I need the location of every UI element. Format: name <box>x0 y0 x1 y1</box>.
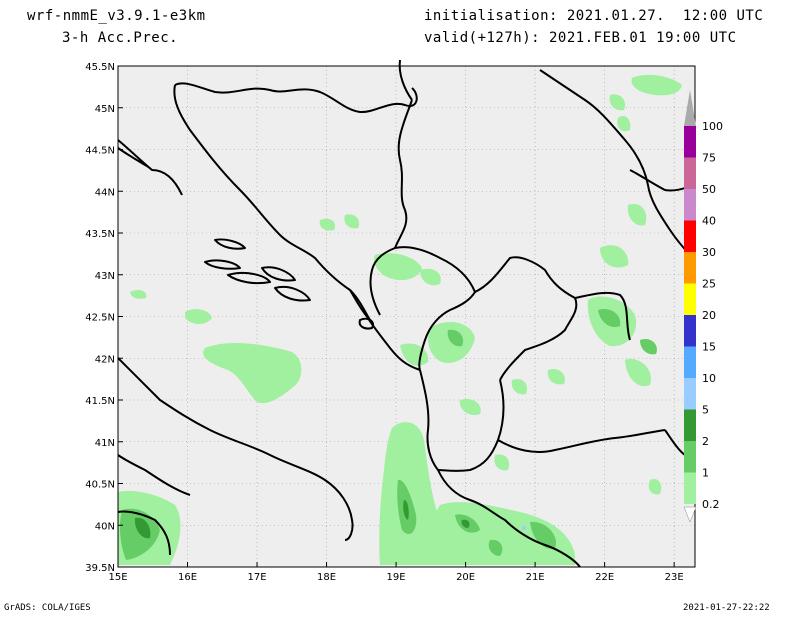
lat-tick-label: 45N <box>95 104 115 115</box>
legend-swatch <box>684 283 696 315</box>
lon-tick-label: 22E <box>595 572 614 583</box>
legend-below-triangle <box>683 506 697 523</box>
legend-level-label: 1 <box>702 467 709 480</box>
lat-tick-label: 40N <box>95 521 115 532</box>
legend-level-label: 10 <box>702 372 716 385</box>
legend-level-label: 75 <box>702 152 716 165</box>
legend-level-label: 0.2 <box>702 498 720 511</box>
init-time: initialisation: 2021.01.27. 12:00 UTC <box>424 8 764 24</box>
grid-lines <box>118 66 695 567</box>
legend-swatch <box>684 409 696 441</box>
legend-level-label: 40 <box>702 215 716 228</box>
valid-time: valid(+127h): 2021.FEB.01 19:00 UTC <box>424 30 737 46</box>
lon-tick-label: 23E <box>665 572 684 583</box>
precip-areas <box>118 74 682 565</box>
lat-tick-label: 43N <box>95 271 115 282</box>
footer-credit: GrADS: COLA/IGES <box>4 603 91 613</box>
legend-swatch <box>684 472 696 504</box>
model-title: wrf-nmmE_v3.9.1-e3km <box>27 8 206 24</box>
lon-axis: 15E 16E 17E 18E 19E 20E 21E 22E 23E <box>108 562 684 583</box>
legend-level-label: 5 <box>702 404 709 417</box>
lat-tick-label: 44.5N <box>85 146 115 157</box>
lat-tick-label: 43.5N <box>85 229 115 240</box>
lon-tick-label: 19E <box>387 572 406 583</box>
legend-level-label: 30 <box>702 246 716 259</box>
legend-level-label: 15 <box>702 341 716 354</box>
lon-tick-label: 18E <box>317 572 336 583</box>
legend-level-label: 2 <box>702 435 709 448</box>
lat-tick-label: 42.5N <box>85 313 115 324</box>
legend-swatch <box>684 378 696 410</box>
footer-timestamp: 2021-01-27-22:22 <box>683 603 770 613</box>
field-title: 3-h Acc.Prec. <box>62 30 179 46</box>
lat-axis: 45.5N 45N 44.5N 44N 43.5N 43N 42.5N 42N 41.5N 41N… <box>85 62 123 574</box>
lat-tick-label: 44N <box>95 187 115 198</box>
legend-swatch <box>684 220 696 252</box>
lon-tick-label: 21E <box>526 572 545 583</box>
legend-level-label: 50 <box>702 183 716 196</box>
lat-tick-label: 42N <box>95 354 115 365</box>
legend-swatch <box>684 126 696 158</box>
legend-swatch <box>684 346 696 378</box>
lon-tick-label: 17E <box>248 572 267 583</box>
legend-swatch <box>684 252 696 284</box>
legend-above-triangle <box>684 90 696 126</box>
legend-swatch <box>684 441 696 473</box>
legend-level-label: 25 <box>702 278 716 291</box>
legend-level-label: 20 <box>702 309 716 322</box>
coast-border-lines <box>117 59 696 568</box>
lon-tick-label: 15E <box>108 572 127 583</box>
lon-tick-label: 16E <box>178 572 197 583</box>
legend-swatch <box>684 315 696 347</box>
legend-swatch <box>684 189 696 221</box>
lat-tick-label: 39.5N <box>85 563 115 574</box>
legend-level-label: 100 <box>702 120 723 133</box>
lon-tick-label: 20E <box>456 572 475 583</box>
lat-tick-label: 41.5N <box>85 396 115 407</box>
legend-swatch <box>684 157 696 189</box>
lat-tick-label: 41N <box>95 438 115 449</box>
lat-tick-label: 45.5N <box>85 62 115 73</box>
lat-tick-label: 40.5N <box>85 480 115 491</box>
